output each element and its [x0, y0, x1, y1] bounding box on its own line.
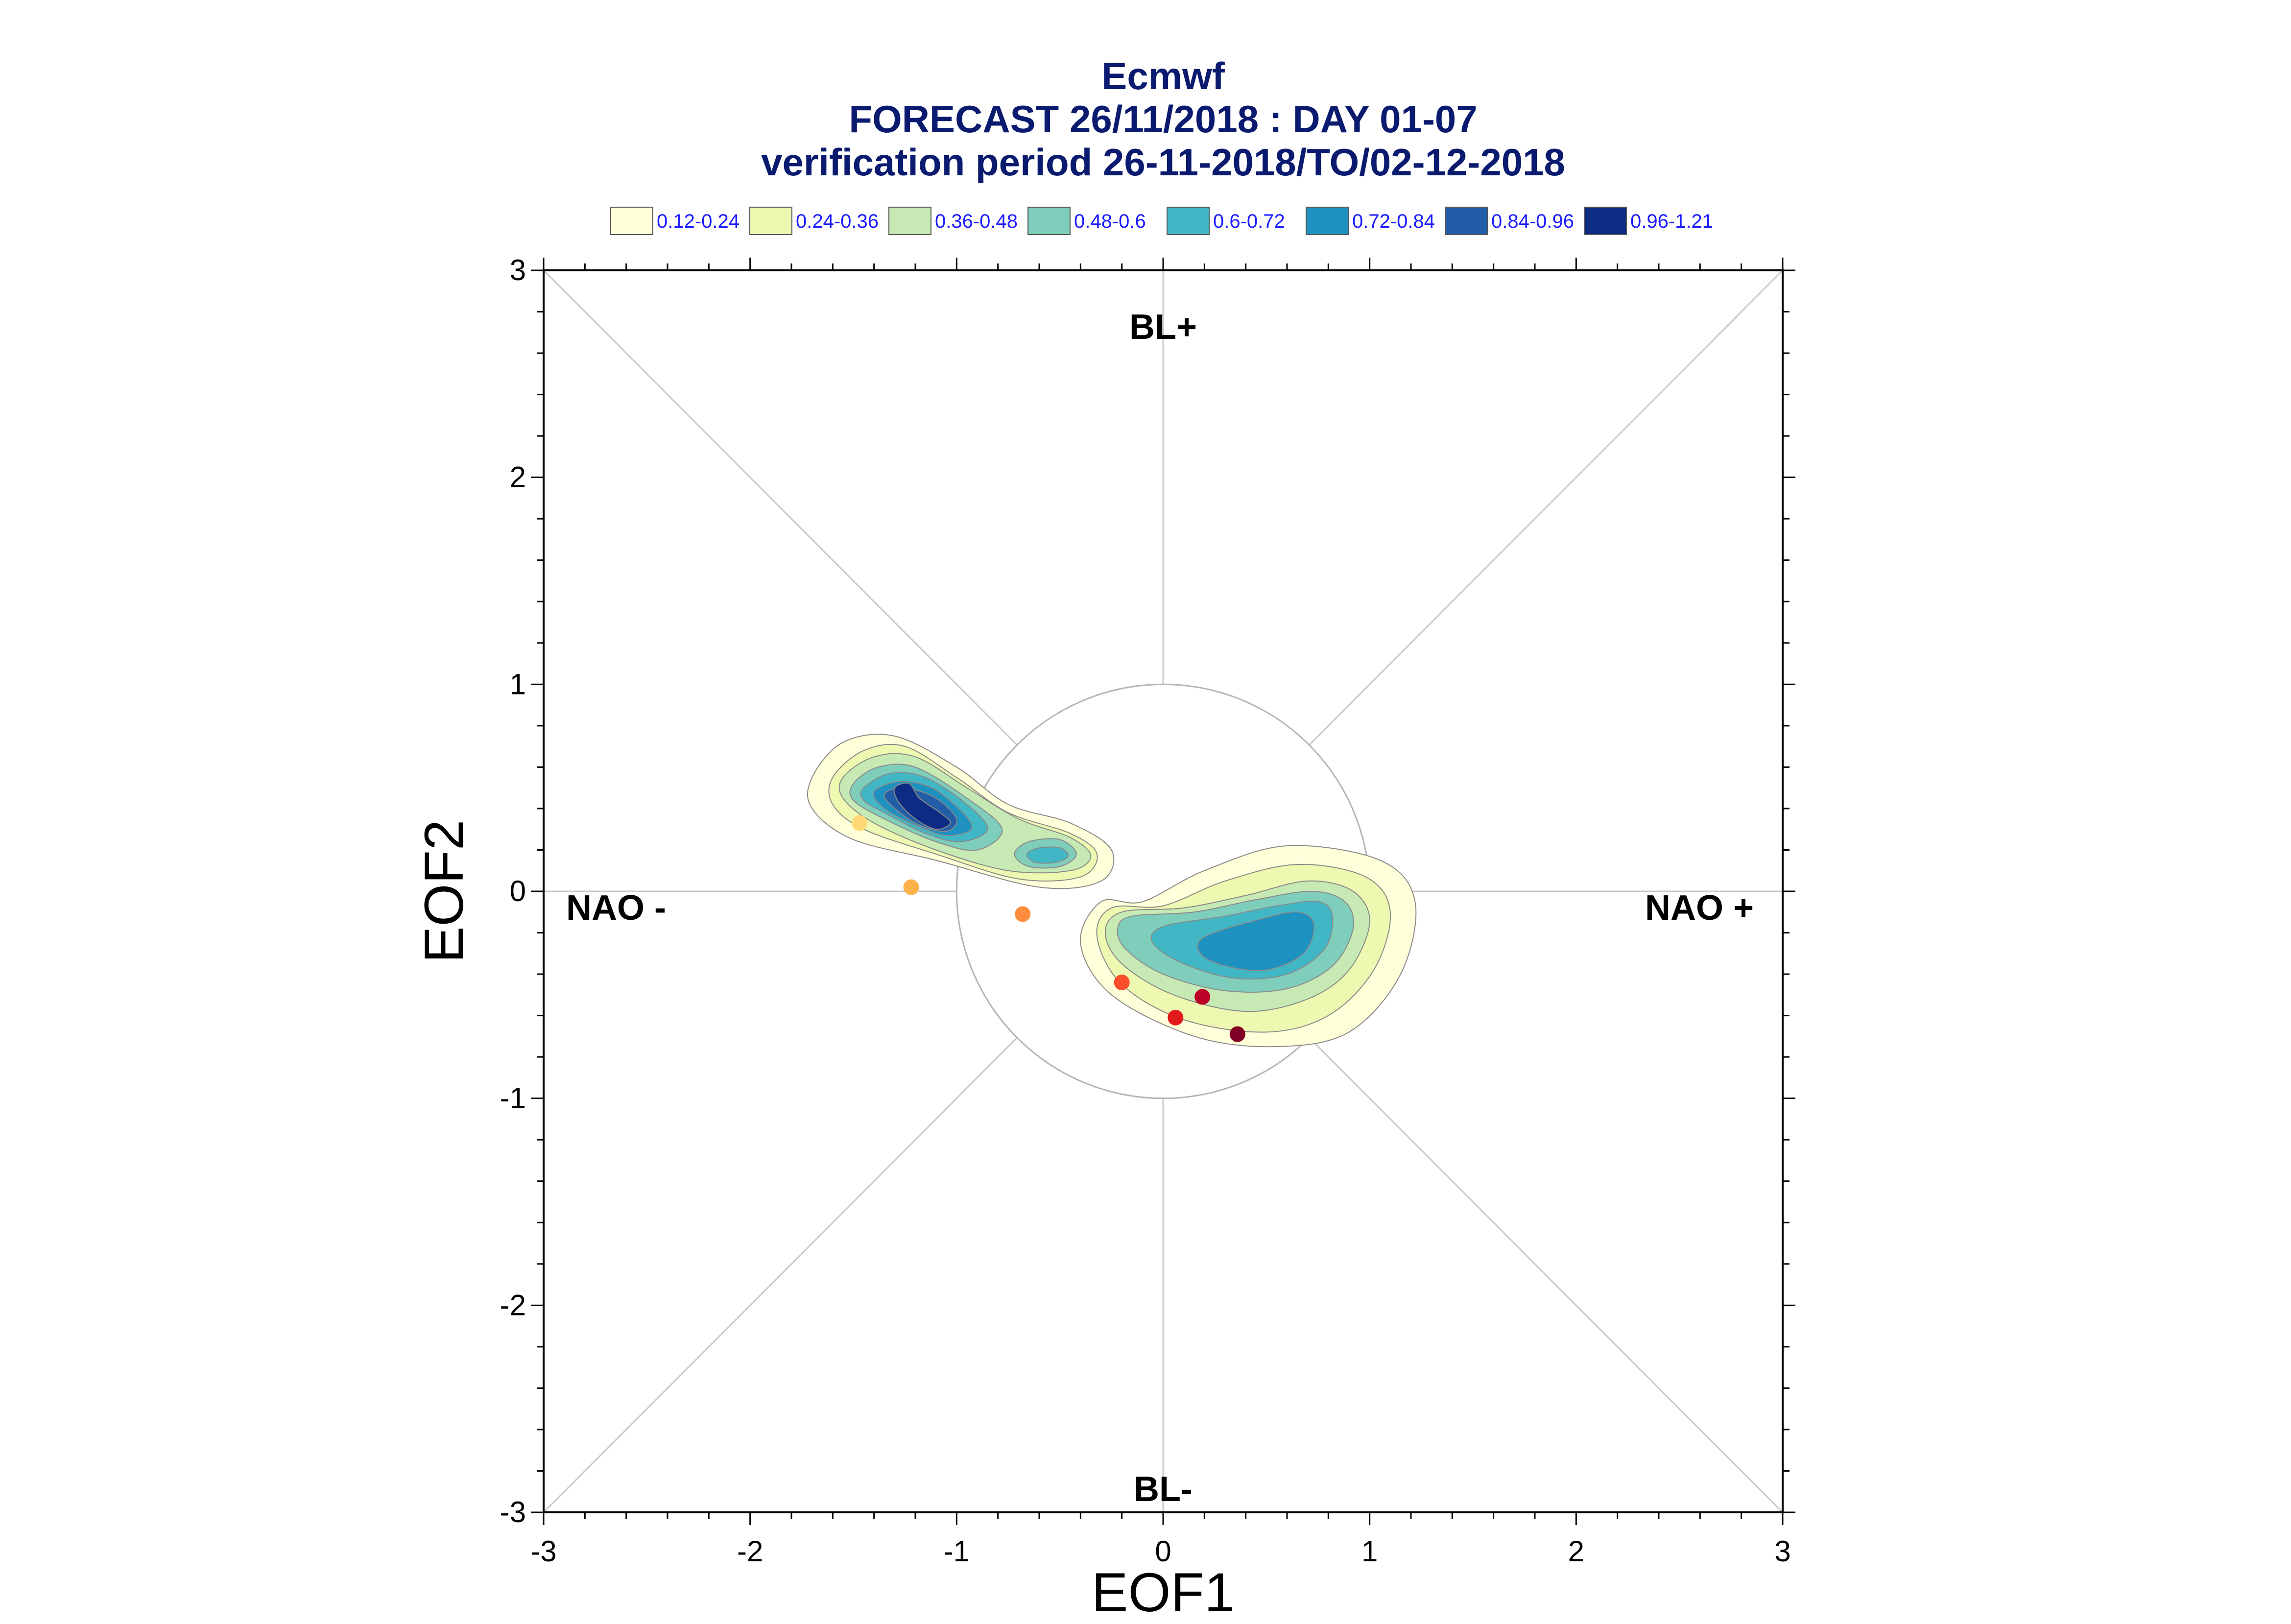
data-point-3 [1015, 906, 1031, 922]
legend-swatch-2 [749, 207, 792, 235]
region-label-bottom: BL- [1134, 1470, 1193, 1509]
legend-swatch-1 [610, 207, 653, 235]
x-tick-label: -2 [737, 1535, 763, 1568]
data-point-4 [1114, 974, 1130, 990]
density-contour-mid-level-5 [1026, 846, 1069, 864]
x-tick-label: 0 [1155, 1535, 1171, 1568]
legend: 0.12-0.24 0.24-0.36 0.36-0.48 0.48-0.6 0.6-0… [610, 207, 1713, 235]
region-label-top: BL+ [1129, 308, 1197, 347]
chart-subtitle-line-1: FORECAST 26/11/2018 : DAY 01-07 [849, 97, 1477, 141]
data-point-7 [1229, 1026, 1245, 1042]
legend-swatch-5 [1167, 207, 1210, 235]
legend-label-3: 0.36-0.48 [935, 211, 1018, 232]
legend-label-8: 0.96-1.21 [1630, 211, 1713, 232]
legend-swatch-4 [1027, 207, 1071, 235]
x-tick-label: 1 [1361, 1535, 1378, 1568]
x-tick-label: 2 [1568, 1535, 1584, 1568]
y-tick-label: -1 [500, 1082, 526, 1115]
legend-label-4: 0.48-0.6 [1074, 211, 1146, 232]
legend-label-7: 0.84-0.96 [1491, 211, 1574, 232]
density-contour-left-level-8 [893, 783, 951, 830]
y-tick-label: -2 [500, 1289, 526, 1321]
legend-label-5: 0.6-0.72 [1213, 211, 1285, 232]
y-tick-label: 3 [510, 254, 526, 287]
y-tick-label: 1 [510, 668, 526, 700]
x-tick-label: -1 [944, 1535, 970, 1568]
legend-swatch-3 [888, 207, 931, 235]
data-point-5 [1168, 1009, 1184, 1026]
x-tick-label: 3 [1774, 1535, 1790, 1568]
legend-swatch-8 [1584, 207, 1627, 235]
legend-swatch-6 [1306, 207, 1349, 235]
y-tick-label: 2 [510, 461, 526, 494]
region-label-right: NAO + [1645, 888, 1754, 928]
legend-label-2: 0.24-0.36 [796, 211, 879, 232]
y-axis-title: EOF2 [413, 820, 475, 963]
legend-swatch-7 [1445, 207, 1488, 235]
density-contour-right-level-6 [1197, 911, 1315, 971]
data-point-2 [903, 879, 919, 895]
data-point-1 [852, 815, 868, 831]
x-tick-label: -3 [530, 1535, 556, 1568]
x-axis-title: EOF1 [1092, 1562, 1235, 1622]
chart-subtitle-line-2: verification period 26-11-2018/TO/02-12-… [761, 141, 1565, 184]
data-point-6 [1194, 989, 1211, 1005]
y-tick-label: 0 [510, 875, 526, 908]
plot-area: -3 -2 -1 0 1 2 3 -3 -2 -1 0 1 2 3 [500, 254, 1795, 1568]
y-tick-label: -3 [500, 1496, 526, 1528]
legend-label-1: 0.12-0.24 [657, 211, 740, 232]
region-label-left: NAO - [566, 888, 666, 928]
chart-title: Ecmwf [1101, 54, 1225, 97]
legend-label-6: 0.72-0.84 [1352, 211, 1435, 232]
